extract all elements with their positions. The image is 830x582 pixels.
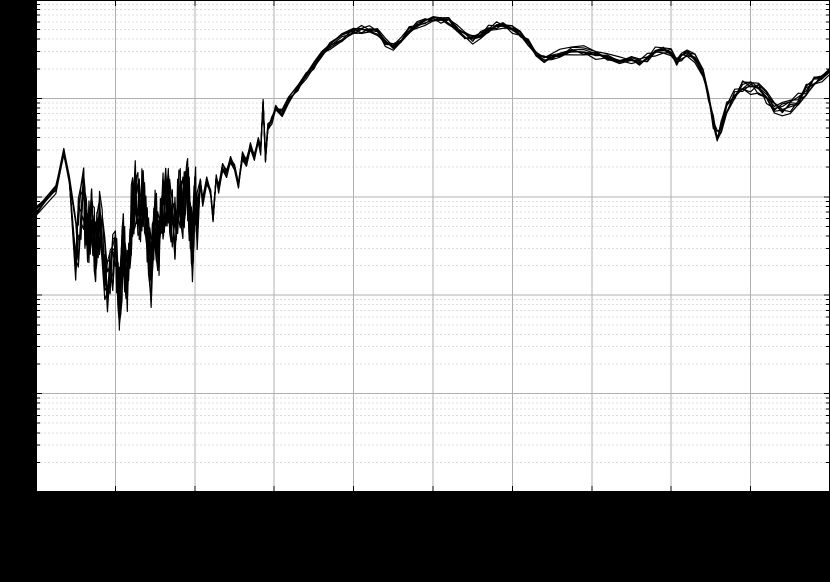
spectrum-plot: [36, 0, 830, 492]
blackout-bottom-bar: [0, 492, 830, 582]
plot-area: [36, 0, 830, 492]
blackout-left-bar: [0, 0, 36, 492]
plot-svg: [36, 0, 830, 492]
